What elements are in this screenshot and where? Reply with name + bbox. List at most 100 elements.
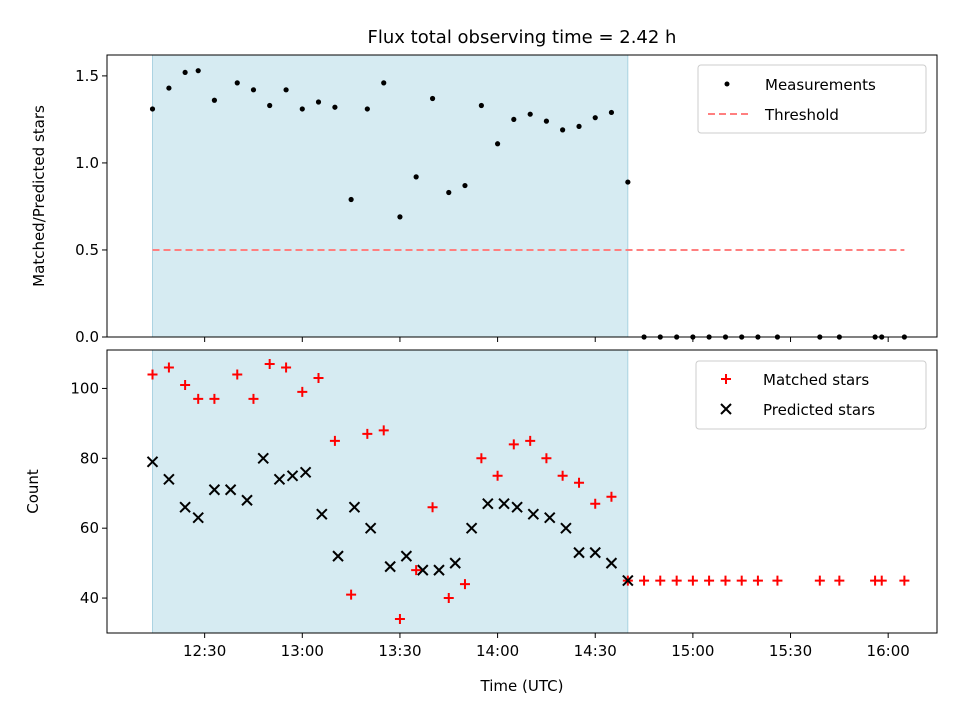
predicted-stars-point	[449, 557, 461, 569]
predicted-stars-point	[273, 473, 286, 485]
bottom-axes-frame	[106, 349, 938, 634]
matched-stars-point	[752, 575, 763, 586]
matched-stars-point	[427, 502, 438, 513]
matched-stars-point	[639, 575, 650, 586]
measurement-point	[381, 80, 387, 86]
matched-stars-point	[459, 579, 470, 590]
matched-stars-point	[209, 393, 220, 404]
predicted-stars-point	[192, 511, 204, 524]
y-tick-label: 100	[70, 379, 99, 397]
x-tick-label: 15:00	[671, 642, 714, 660]
x-tick-label: 16:00	[867, 642, 910, 660]
measurement-point	[511, 116, 517, 123]
legend-measurements-label: Measurements	[765, 76, 876, 94]
matched-stars-point	[163, 362, 174, 373]
bottom-series-layer	[146, 358, 910, 625]
measurement-point	[182, 69, 188, 76]
x-axis-label: Time (UTC)	[480, 677, 564, 695]
matched-stars-point	[394, 614, 405, 625]
measurement-point	[149, 106, 156, 112]
predicted-stars-point	[622, 574, 634, 587]
predicted-stars-point	[146, 456, 159, 468]
predicted-stars-point	[163, 473, 175, 485]
legend-predicted-stars-label: Predicted stars	[763, 401, 875, 419]
x-tick-label: 13:30	[378, 642, 421, 660]
measurement-point	[250, 87, 257, 93]
measurement-point	[478, 102, 484, 109]
top-x-ticks	[204, 337, 889, 342]
measurement-point	[234, 80, 240, 86]
measurement-point	[592, 115, 598, 121]
matched-stars-point	[281, 362, 292, 373]
matched-stars-point	[362, 428, 373, 439]
matched-stars-point	[655, 575, 666, 586]
matched-stars-point	[687, 575, 698, 586]
chart-title: Flux total observing time = 2.42 h	[368, 27, 677, 48]
matched-stars-point	[704, 575, 715, 586]
predicted-stars-point	[257, 452, 269, 465]
predicted-stars-point	[208, 484, 221, 496]
x-tick-label: 15:30	[769, 642, 812, 660]
measurement-point	[576, 123, 582, 129]
matched-stars-point	[346, 589, 357, 600]
predicted-stars-point	[544, 511, 556, 524]
bottom-x-ticks: 12:30 13:00 13:30 14:00 14:30 15:00 15:30 16:00	[183, 633, 910, 660]
predicted-stars-point	[482, 498, 494, 510]
top-panel: 0.0 0.5 1.0 1.5 Flux total observing time =…	[30, 27, 938, 346]
matched-stars-point	[590, 498, 601, 509]
predicted-stars-point	[179, 501, 191, 513]
predicted-stars-point	[560, 522, 572, 534]
predicted-stars-point	[589, 546, 601, 559]
matched-stars-point	[264, 358, 275, 369]
matched-stars-point	[557, 470, 568, 481]
y-tick-label: 80	[80, 449, 99, 467]
predicted-stars-point	[417, 564, 429, 576]
y-tick-label: 40	[80, 589, 99, 607]
measurement-point	[195, 68, 201, 74]
y-tick-label: 1.5	[75, 67, 99, 85]
matched-stars-point	[147, 369, 158, 380]
measurement-point	[348, 196, 354, 203]
predicted-stars-point	[364, 522, 377, 534]
measurement-point	[413, 174, 419, 180]
matched-stars-point	[193, 393, 204, 404]
matched-stars-point	[411, 565, 422, 576]
matched-stars-point	[671, 575, 682, 586]
measurement-point	[494, 141, 501, 147]
matched-stars-point	[736, 575, 747, 586]
matched-stars-point	[720, 575, 731, 586]
measurement-point	[166, 85, 172, 91]
predicted-stars-point	[241, 494, 253, 506]
matched-stars-point	[574, 477, 585, 488]
legend-threshold-label: Threshold	[764, 106, 839, 124]
top-axes-frame	[106, 54, 938, 338]
matched-stars-point	[329, 435, 340, 446]
y-tick-label: 60	[80, 519, 99, 537]
bottom-y-axis-label: Count	[24, 469, 42, 514]
predicted-stars-point	[299, 466, 312, 478]
measurement-point	[608, 109, 615, 116]
predicted-stars-point	[511, 501, 523, 513]
measurement-point	[267, 102, 273, 109]
measurement-point	[527, 111, 533, 117]
matched-stars-point	[876, 575, 887, 586]
top-legend-box	[697, 64, 927, 134]
legend-matched-stars-label: Matched stars	[763, 371, 869, 389]
matched-stars-point	[443, 593, 454, 604]
matched-stars-point	[297, 386, 308, 397]
measurement-point	[625, 179, 631, 185]
bottom-y-ticks: 40 60 80 100	[70, 379, 107, 607]
predicted-stars-point	[348, 501, 361, 513]
predicted-stars-point	[224, 484, 237, 496]
top-y-ticks: 0.0 0.5 1.0 1.5	[75, 67, 107, 346]
predicted-stars-point	[400, 550, 413, 562]
measurement-point	[446, 189, 452, 196]
matched-stars-point	[508, 439, 519, 450]
bottom-observing-window-shade	[152, 349, 629, 634]
matched-stars-point	[248, 393, 259, 404]
matched-stars-point	[232, 369, 243, 380]
top-legend: Measurements Threshold	[697, 64, 927, 134]
measurement-point	[283, 87, 289, 93]
x-tick-label: 13:00	[281, 642, 324, 660]
